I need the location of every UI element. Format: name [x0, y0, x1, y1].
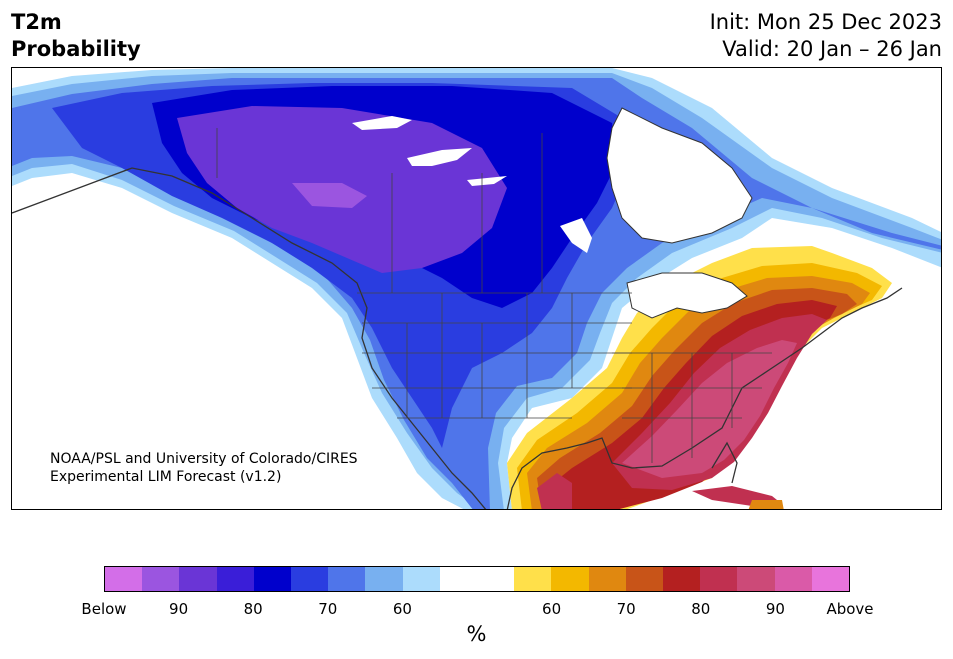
colorbar — [104, 566, 850, 592]
colorbar-segment-12 — [551, 567, 589, 591]
colorbar-segment-15 — [663, 567, 701, 591]
colorbar-segment-17 — [737, 567, 775, 591]
tick-label-5: 60 — [542, 600, 562, 618]
tick-label-9: Above — [826, 600, 874, 618]
colorbar-segment-8 — [402, 567, 440, 591]
colorbar-segment-9 — [439, 567, 478, 591]
credit-text: NOAA/PSL and University of Colorado/CIRE… — [50, 450, 358, 486]
credit-line-2: Experimental LIM Forecast (v1.2) — [50, 469, 282, 485]
colorbar-unit: % — [466, 622, 487, 646]
tick-label-6: 70 — [616, 600, 636, 618]
borders — [216, 128, 772, 463]
colorbar-segment-6 — [328, 567, 366, 591]
colorbar-segment-7 — [365, 567, 403, 591]
credit-line-1: NOAA/PSL and University of Colorado/CIRE… — [50, 451, 358, 467]
tick-label-0: Below — [81, 600, 127, 618]
init-date: Init: Mon 25 Dec 2023 — [709, 10, 942, 34]
colorbar-segment-3 — [216, 567, 254, 591]
colorbar-segment-13 — [588, 567, 626, 591]
tick-label-7: 80 — [691, 600, 711, 618]
tick-label-2: 80 — [243, 600, 263, 618]
colorbar-tick-labels: Below 90 80 70 60 60 70 80 90 Above — [0, 600, 953, 620]
great-lakes — [626, 272, 748, 319]
lake-3 — [467, 176, 507, 186]
colorbar-segment-16 — [700, 567, 738, 591]
tick-label-4: 60 — [392, 600, 412, 618]
colorbar-segment-10 — [477, 567, 515, 591]
lake-2 — [407, 148, 472, 166]
map-panel: NOAA/PSL and University of Colorado/CIRE… — [11, 67, 942, 510]
colorbar-segment-2 — [179, 567, 217, 591]
region-above-mexico — [537, 473, 572, 509]
region-caribbean — [748, 500, 784, 509]
colorbar-segment-0 — [105, 567, 143, 591]
lake-1 — [352, 116, 412, 130]
valid-range: Valid: 20 Jan – 26 Jan — [722, 37, 942, 61]
title-line-1: T2m — [11, 10, 62, 34]
tick-label-1: 90 — [169, 600, 189, 618]
tick-label-3: 70 — [318, 600, 338, 618]
chart-title: T2m Probability — [11, 9, 141, 63]
colorbar-segment-1 — [142, 567, 180, 591]
colorbar-segment-19 — [811, 567, 850, 591]
tick-label-8: 90 — [765, 600, 785, 618]
colorbar-segment-14 — [625, 567, 664, 591]
lake-4 — [560, 218, 592, 253]
colorbar-segment-5 — [291, 567, 329, 591]
probability-map — [12, 68, 941, 509]
title-line-2: Probability — [11, 37, 141, 61]
colorbar-segment-18 — [774, 567, 812, 591]
region-above-95 — [622, 340, 797, 478]
region-below-95 — [292, 183, 367, 208]
hudson-bay — [606, 107, 753, 244]
colorbar-segment-4 — [253, 567, 292, 591]
forecast-dates: Init: Mon 25 Dec 2023 Valid: 20 Jan – 26… — [710, 9, 942, 63]
colorbar-segment-11 — [514, 567, 552, 591]
